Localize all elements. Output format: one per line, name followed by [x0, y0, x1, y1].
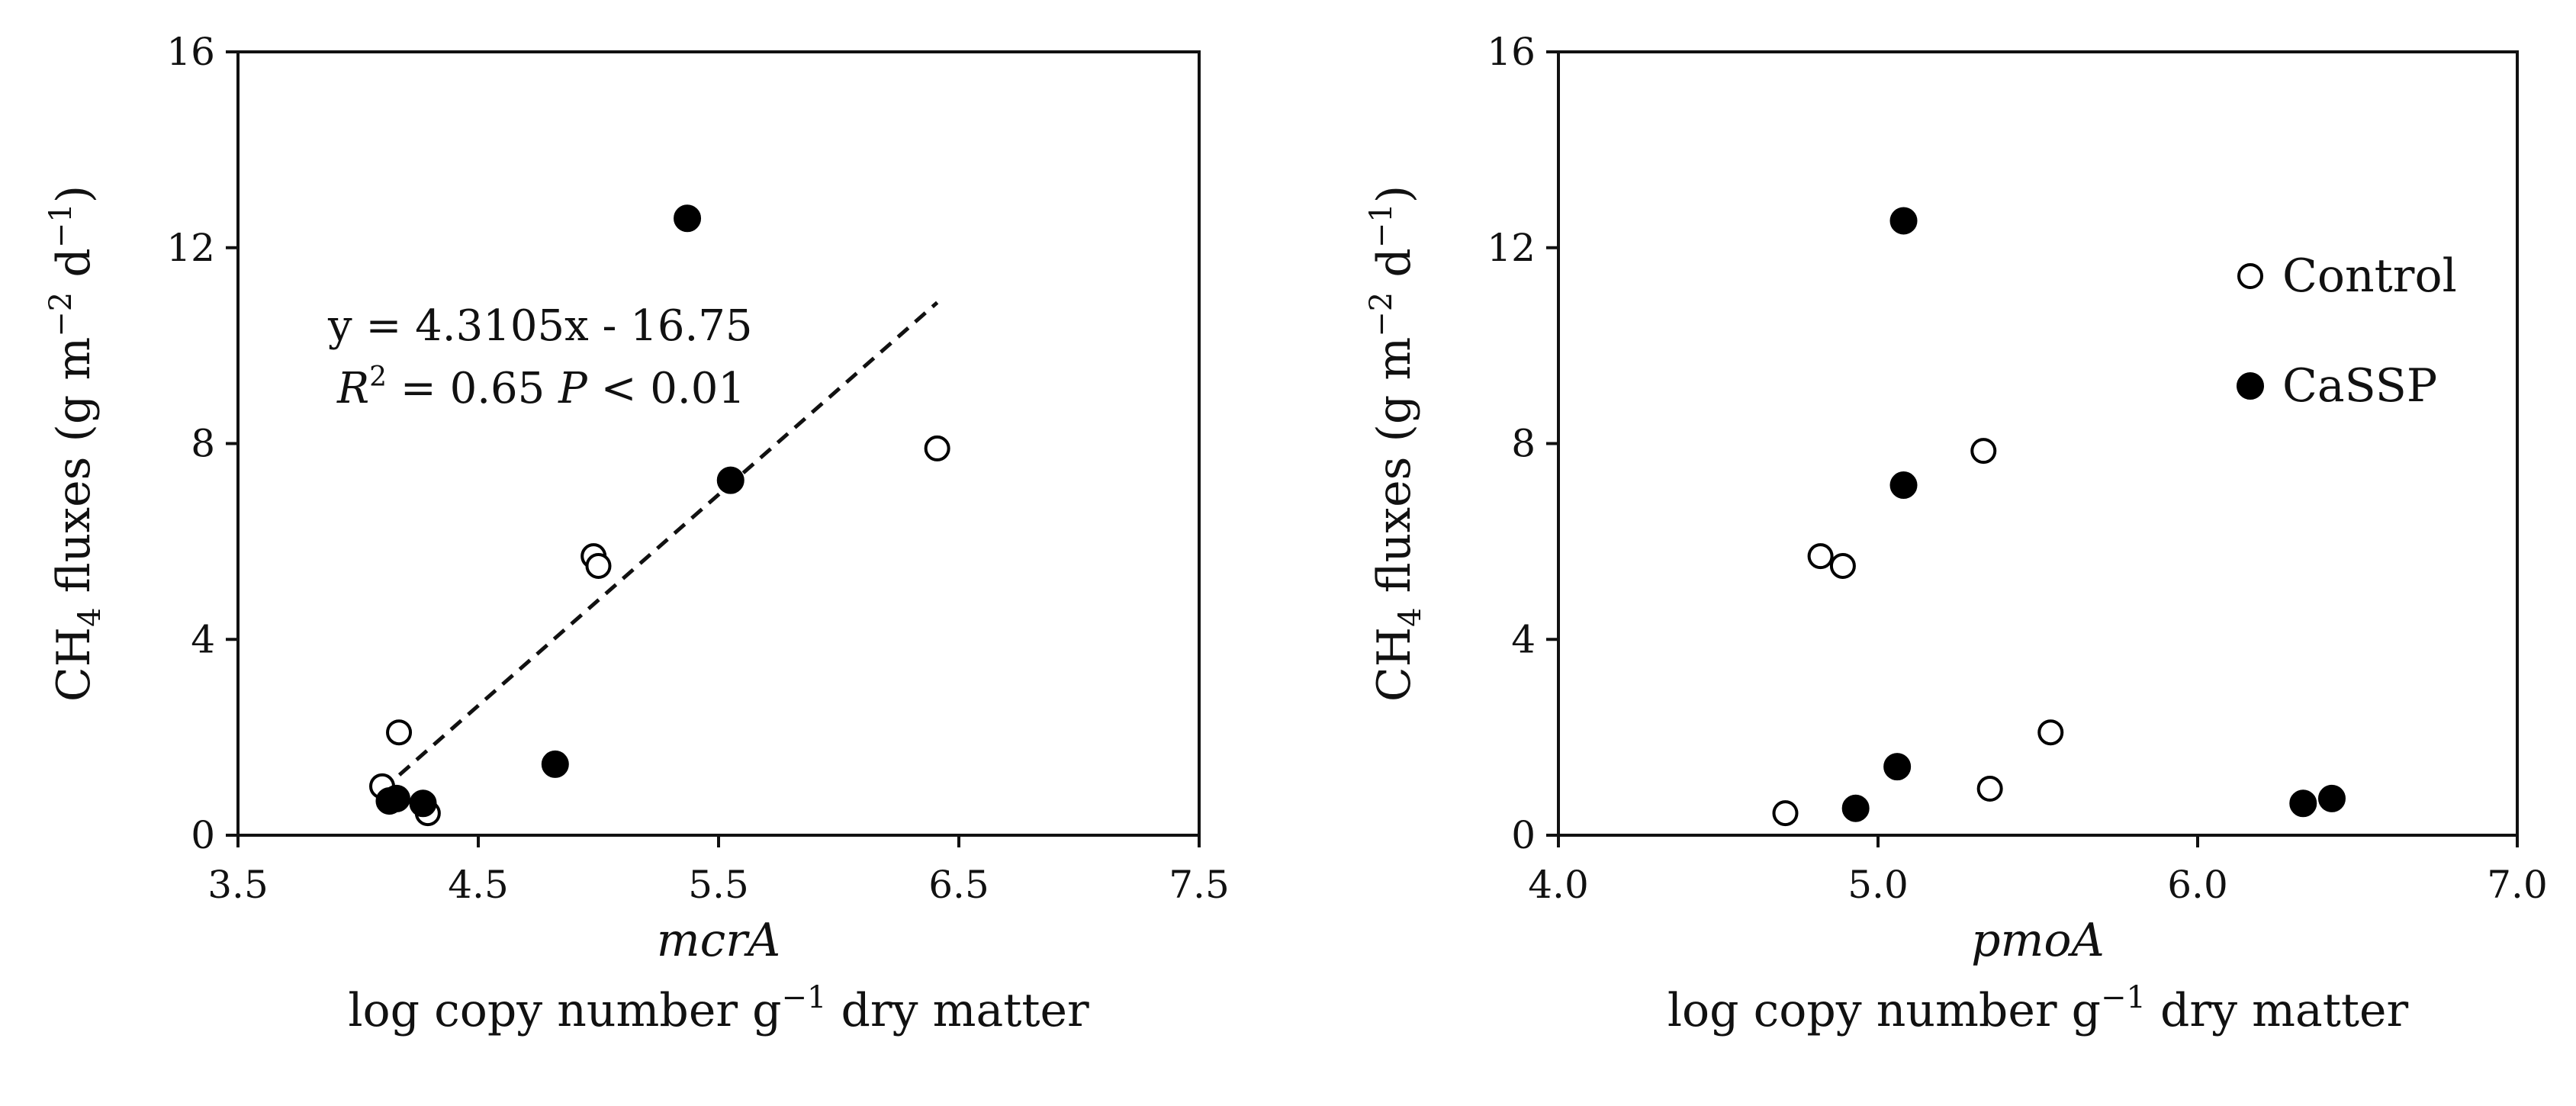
- y-tick-label: 0: [1511, 813, 1536, 857]
- y-axis-label-text: d: [1368, 248, 1421, 291]
- point-control: [585, 552, 612, 579]
- x-tick-label: 7.5: [1169, 863, 1230, 907]
- point-cassp: [2289, 789, 2317, 818]
- point-cassp: [1883, 753, 1912, 781]
- legend-marker-control: [2237, 263, 2263, 289]
- point-control: [1772, 800, 1799, 827]
- point-control: [1807, 543, 1834, 570]
- point-cassp: [674, 204, 702, 233]
- y-tick-label: 4: [191, 617, 215, 661]
- x-tick-label: 6.5: [928, 863, 989, 907]
- y-tick-label: 12: [1487, 226, 1536, 270]
- point-control: [1970, 438, 1997, 465]
- x-tick-label: 4.0: [1528, 863, 1589, 907]
- plot-frame: [1557, 50, 2519, 837]
- x-axis-label-text: log copy number g: [348, 984, 781, 1037]
- y-tick-label: 16: [166, 30, 215, 74]
- chart-panel-2: 0 4 8 12 16 4.0 5.0 6.0 7.0 pmoA log copy number g…: [1364, 30, 2548, 1037]
- point-control: [2037, 719, 2064, 746]
- point-control: [1976, 776, 2003, 802]
- x-axis-label: log copy number g−1 dry matter: [1667, 980, 2409, 1037]
- y-axis-label-text: fluxes (g m: [1368, 337, 1421, 608]
- y-tick-label: 12: [166, 226, 215, 270]
- point-cassp: [382, 784, 410, 812]
- regression-stats: R2 = 0.65 P < 0.01: [336, 362, 745, 413]
- y-axis-label: CH4 fluxes (g m−2 d−1): [43, 185, 108, 702]
- point-cassp: [541, 750, 569, 778]
- point-control: [1829, 552, 1856, 579]
- point-cassp: [1889, 207, 1918, 235]
- y-axis-label-superscript: −1: [43, 203, 79, 248]
- y-axis-label-text: ): [1368, 185, 1421, 203]
- y-axis-label-text: CH: [47, 627, 101, 702]
- stats-r-label: R: [336, 364, 369, 413]
- stats-text: = 0.65: [387, 364, 558, 413]
- y-tick-label: 4: [1511, 617, 1536, 661]
- point-cassp: [409, 789, 437, 818]
- y-axis-label-text: d: [47, 248, 101, 291]
- legend-marker-cassp: [2237, 372, 2264, 400]
- x-tick-label: 5.5: [688, 863, 749, 907]
- y-axis-label-text: fluxes (g m: [47, 337, 101, 608]
- x-axis-label-superscript: −1: [781, 980, 826, 1015]
- x-tick-label: 3.5: [207, 863, 269, 907]
- x-axis-label: log copy number g−1 dry matter: [348, 980, 1089, 1037]
- y-tick-label: 0: [191, 813, 215, 857]
- point-cassp: [716, 466, 744, 494]
- x-tick-label: 7.0: [2487, 863, 2548, 907]
- y-axis-label: CH4 fluxes (g m−2 d−1): [1364, 185, 1428, 702]
- legend-label-cassp: CaSSP: [2282, 359, 2437, 413]
- stats-text: < 0.01: [587, 364, 745, 413]
- point-control: [386, 719, 413, 746]
- x-axis-label-text: log copy number g: [1667, 984, 2101, 1037]
- x-axis-label-text: dry matter: [826, 984, 1089, 1037]
- point-control: [924, 435, 950, 461]
- y-axis-label-superscript: −2: [43, 292, 79, 337]
- stats-p-label: P: [558, 364, 588, 413]
- x-tick-label: 5.0: [1848, 863, 1909, 907]
- plot-frame: [236, 50, 1201, 837]
- x-axis-label-text: dry matter: [2146, 984, 2409, 1037]
- y-axis-label-subscript: 4: [1393, 607, 1428, 626]
- y-tick-label: 8: [191, 422, 215, 466]
- x-tick-label: 6.0: [2167, 863, 2228, 907]
- y-tick-label: 16: [1487, 30, 1536, 74]
- y-tick-label: 8: [1511, 422, 1536, 466]
- y-axis-label-text: CH: [1368, 627, 1421, 702]
- stats-r-superscript: 2: [369, 362, 387, 393]
- x-axis-label-superscript: −1: [2101, 980, 2146, 1015]
- point-cassp: [1841, 794, 1870, 822]
- x-axis-gene-label: mcrA: [657, 914, 781, 967]
- trendline: [381, 301, 939, 792]
- x-axis-gene-label: pmoA: [1971, 914, 2105, 967]
- point-cassp: [1889, 471, 1918, 500]
- point-cassp: [2317, 784, 2346, 812]
- y-axis-label-superscript: −1: [1364, 203, 1399, 248]
- legend-label-control: Control: [2282, 249, 2457, 303]
- regression-equation: y = 4.3105x - 16.75: [327, 301, 753, 351]
- y-axis-label-text: ): [47, 185, 101, 203]
- y-axis-label-subscript: 4: [72, 607, 108, 626]
- x-tick-label: 4.5: [448, 863, 509, 907]
- chart-panel-1: 0 4 8 12 16 3.5 4.5 5.5 6.5 7.5 mcrA log copy numbe…: [43, 30, 1230, 1037]
- y-axis-label-superscript: −2: [1364, 292, 1399, 337]
